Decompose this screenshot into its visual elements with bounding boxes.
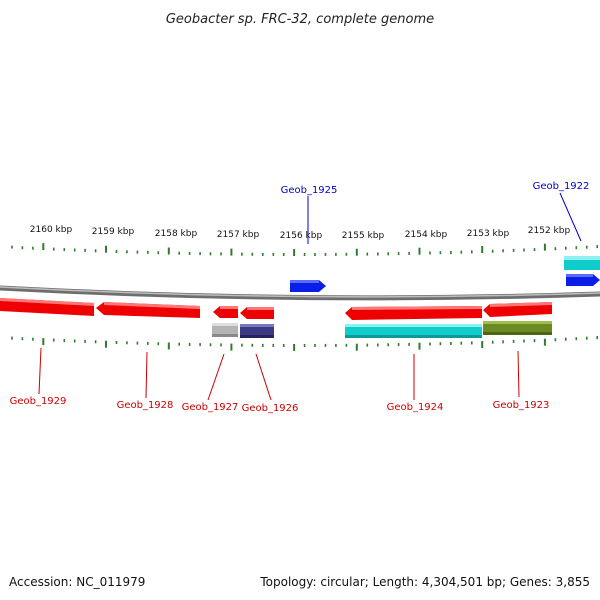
gene-label-geob-1928[interactable]: Geob_1928 [117,400,174,411]
scale-label: 2159 kbp [92,227,135,237]
gene-geob-1922-domain[interactable] [564,256,600,270]
leader-line [207,353,225,401]
gene-label-geob-1927[interactable]: Geob_1927 [182,402,239,413]
scale-label: 2158 kbp [155,229,198,239]
domain-geob-1923[interactable] [483,321,552,335]
tick-track-bottom [11,336,599,351]
gene-labels: Geob_1925 Geob_1922 Geob_1929 Geob_1928 … [10,181,590,414]
scale-label: 2153 kbp [467,229,510,239]
accession-text: Accession: NC_011979 [9,575,145,589]
domain-geob-1927[interactable] [212,323,238,337]
reverse-strand-genes [0,298,552,320]
gene-geob-1929[interactable] [0,298,94,316]
gene-label-geob-1925[interactable]: Geob_1925 [281,185,338,196]
domain-features [212,321,552,338]
map-title: Geobacter sp. FRC-32, complete genome [166,12,434,27]
genome-backbone [0,285,600,301]
scale-labels: 2160 kbp 2159 kbp 2158 kbp 2157 kbp 2156… [30,225,571,241]
gene-geob-1922-forward[interactable] [566,274,600,286]
gene-label-geob-1929[interactable]: Geob_1929 [10,396,67,407]
gene-label-geob-1926[interactable]: Geob_1926 [242,403,299,414]
gene-label-geob-1923[interactable]: Geob_1923 [493,400,550,411]
domain-geob-1926[interactable] [240,324,274,338]
leader-line [517,350,520,398]
scale-label: 2157 kbp [217,230,260,240]
domain-geob-1924[interactable] [345,324,482,338]
forward-strand-genes [290,256,600,292]
gene-geob-1927[interactable] [213,306,238,318]
genome-summary-text: Topology: circular; Length: 4,304,501 bp… [259,575,590,589]
gene-geob-1925[interactable] [290,280,326,292]
leader-line [255,353,272,401]
gene-geob-1926[interactable] [240,307,274,319]
genome-backbone-highlight [0,286,600,298]
leader-line [38,347,42,395]
gene-geob-1928[interactable] [96,302,200,318]
scale-label: 2155 kbp [342,231,385,241]
scale-label: 2152 kbp [528,226,571,236]
leader-line [559,192,582,242]
tick-track-top [11,243,599,256]
leader-line [145,351,148,399]
gene-label-geob-1924[interactable]: Geob_1924 [387,402,444,413]
scale-label: 2154 kbp [405,230,448,240]
scale-label: 2160 kbp [30,225,73,235]
scale-label: 2156 kbp [280,231,323,241]
gene-geob-1923[interactable] [483,302,552,317]
gene-geob-1924[interactable] [345,306,482,320]
gene-label-geob-1922[interactable]: Geob_1922 [533,181,590,192]
